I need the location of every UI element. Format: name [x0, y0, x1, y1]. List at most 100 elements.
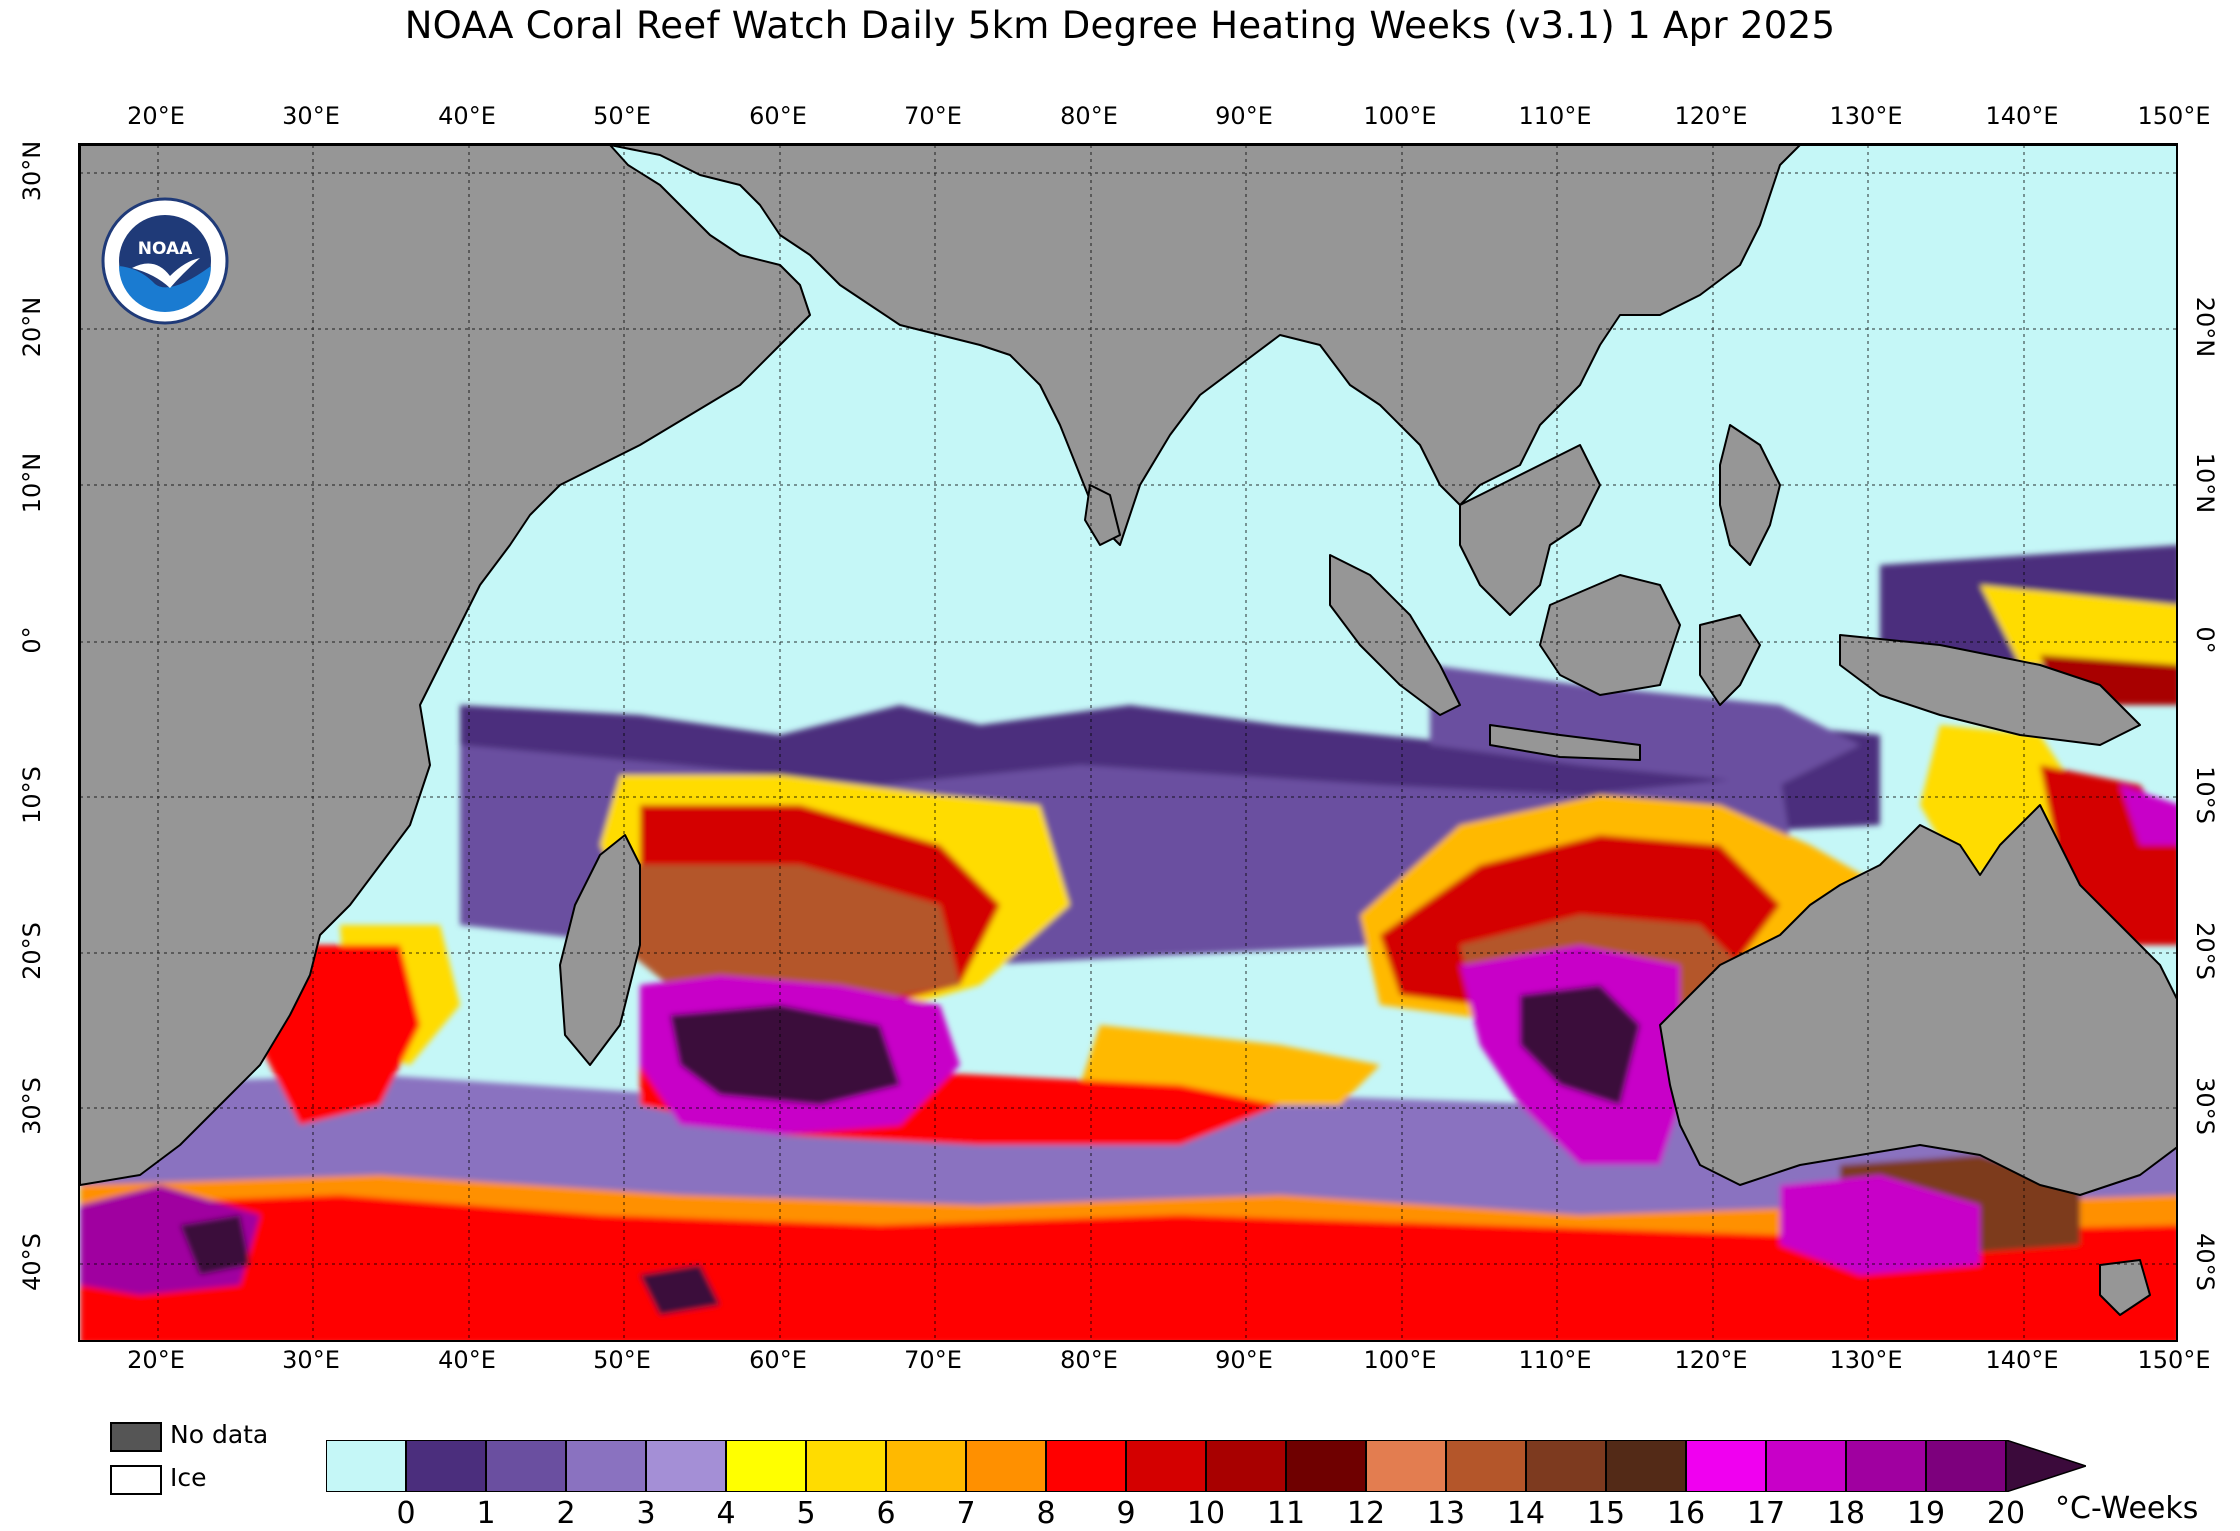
colorbar-tick-label: 11: [1266, 1496, 1306, 1531]
heat-zone-extreme: [2120, 785, 2176, 845]
nodata-label: No data: [170, 1420, 269, 1449]
lon-label-top: 110°E: [1518, 102, 1592, 130]
colorbar-tick-label: 6: [876, 1496, 896, 1531]
colorbar-cell: [1446, 1440, 1526, 1492]
land-new-guinea: [1839, 634, 2141, 746]
colorbar-cell: [1926, 1440, 2006, 1492]
lat-label-right: 10°N: [2191, 452, 2219, 514]
lat-label-left: 20°N: [18, 296, 46, 358]
lat-label-right: 10°S: [2191, 766, 2219, 824]
lat-label-right: 20°S: [2191, 922, 2219, 980]
colorbar-tick-label: 14: [1506, 1496, 1546, 1531]
heat-zone-high: [80, 1195, 2176, 1340]
lon-label-top: 140°E: [1985, 102, 2059, 130]
heat-zone-overflow: [670, 1005, 900, 1105]
noaa-logo: NOAA: [101, 197, 229, 325]
colorbar-tick-label: 18: [1826, 1496, 1866, 1531]
land-sri-lanka: [1084, 484, 1121, 546]
colorbar-cell: [806, 1440, 886, 1492]
colorbar-cell: [1366, 1440, 1446, 1492]
colorbar-tick-label: 5: [796, 1496, 816, 1531]
lon-label-top: 30°E: [282, 102, 340, 130]
land-madagascar: [559, 834, 641, 1066]
colorbar-cell: [726, 1440, 806, 1492]
colorbar-cell: [1046, 1440, 1126, 1492]
heat-zone-overflow: [640, 1265, 720, 1315]
colorbar-cell: [1766, 1440, 1846, 1492]
lat-label-left: 0°: [18, 626, 46, 654]
lat-label-left: 30°S: [18, 1077, 46, 1135]
lon-label-top: 100°E: [1363, 102, 1437, 130]
lon-label-top: 20°E: [127, 102, 185, 130]
lon-label-top: 60°E: [749, 102, 807, 130]
colorbar-cell: [646, 1440, 726, 1492]
lat-label-left: 40°S: [18, 1233, 46, 1291]
lon-label-bottom: 70°E: [904, 1346, 962, 1374]
graticule: [80, 145, 2176, 1340]
colorbar-cell: [1686, 1440, 1766, 1492]
colorbar-cell: [1206, 1440, 1286, 1492]
land-asia: [609, 145, 2176, 546]
lat-label-right: 20°N: [2191, 296, 2219, 358]
colorbar-tick-label: 2: [556, 1496, 576, 1531]
colorbar-cell: [566, 1440, 646, 1492]
colorbar-tick-label: 12: [1346, 1496, 1386, 1531]
lat-label-left: 10°N: [18, 452, 46, 514]
lon-label-top: 130°E: [1829, 102, 1903, 130]
ice-label: Ice: [170, 1463, 207, 1492]
land-tasmania: [2099, 1259, 2151, 1316]
lon-label-bottom: 80°E: [1060, 1346, 1118, 1374]
lat-label-right: 40°S: [2191, 1233, 2219, 1291]
lon-label-bottom: 140°E: [1985, 1346, 2059, 1374]
colorbar-cell: [326, 1440, 406, 1492]
colorbar-tick-label: 10: [1186, 1496, 1226, 1531]
lon-label-bottom: 50°E: [593, 1346, 651, 1374]
colorbar-cell: [1606, 1440, 1686, 1492]
land-java: [1489, 724, 1641, 761]
dhw-map: [78, 143, 2178, 1342]
colorbar-cell: [966, 1440, 1046, 1492]
lat-label-right: 0°: [2191, 626, 2219, 654]
colorbar-tick-label: 8: [1036, 1496, 1056, 1531]
logo-text: NOAA: [138, 239, 193, 259]
colorbar-tick-label: 9: [1116, 1496, 1136, 1531]
colorbar-tick-label: 0: [396, 1496, 416, 1531]
land-indochina: [1459, 444, 1601, 616]
lon-label-bottom: 120°E: [1674, 1346, 1748, 1374]
landmasses: [80, 145, 2176, 1316]
lon-label-top: 90°E: [1215, 102, 1273, 130]
colorbar-cell: [1286, 1440, 1366, 1492]
heat-zone-overflow: [180, 1215, 250, 1275]
land-borneo: [1539, 574, 1681, 696]
colorbar-tick-label: 17: [1746, 1496, 1786, 1531]
colorbar-tick-label: 20: [1986, 1496, 2026, 1531]
lon-label-top: 120°E: [1674, 102, 1748, 130]
land-australia: [1659, 804, 2176, 1196]
nodata-swatch: [110, 1422, 162, 1452]
colorbar-tick-label: 4: [716, 1496, 736, 1531]
map-title: NOAA Coral Reef Watch Daily 5km Degree H…: [404, 4, 1836, 47]
lon-label-top: 40°E: [438, 102, 496, 130]
lon-label-top: 70°E: [904, 102, 962, 130]
colorbar-tick-label: 7: [956, 1496, 976, 1531]
ice-swatch: [110, 1465, 162, 1495]
colorbar-cell: [486, 1440, 566, 1492]
colorbar-overflow-arrow: [2006, 1440, 2086, 1492]
lon-label-bottom: 130°E: [1829, 1346, 1903, 1374]
colorbar-cell: [1126, 1440, 1206, 1492]
lon-label-bottom: 90°E: [1215, 1346, 1273, 1374]
colorbar-tick-label: 3: [636, 1496, 656, 1531]
lat-label-left: 10°S: [18, 766, 46, 824]
lon-label-bottom: 20°E: [127, 1346, 185, 1374]
heat-zone-mid: [1980, 585, 2176, 665]
lat-label-left: 20°S: [18, 922, 46, 980]
heat-zone-low: [1430, 665, 1860, 785]
colorbar-cell: [406, 1440, 486, 1492]
lon-label-bottom: 110°E: [1518, 1346, 1592, 1374]
lon-label-top: 80°E: [1060, 102, 1118, 130]
colorbar-cell: [1846, 1440, 1926, 1492]
heat-zone-extreme: [1780, 1175, 1980, 1275]
lon-label-bottom: 150°E: [2137, 1346, 2211, 1374]
land-africa: [80, 145, 811, 1186]
colorbar-tick-label: 15: [1586, 1496, 1626, 1531]
